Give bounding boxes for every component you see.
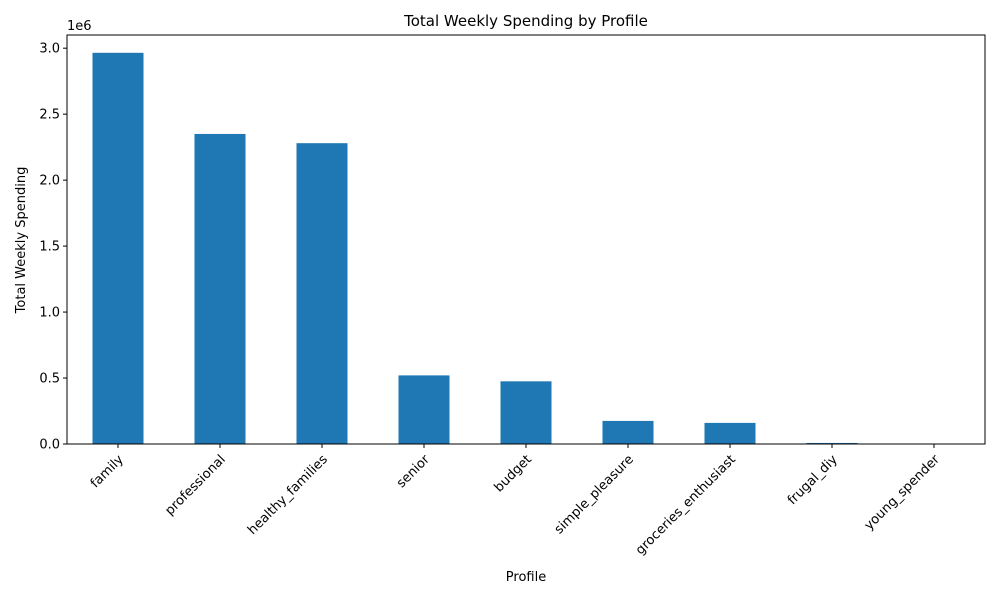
- x-tick-label: frugal_diy: [785, 452, 841, 508]
- x-tick-label: budget: [492, 452, 535, 495]
- y-tick-label: 1.5: [39, 240, 60, 255]
- x-tick-label: professional: [163, 452, 229, 518]
- y-axis-label: Total Weekly Spending: [14, 167, 29, 315]
- bars-group: [92, 52, 960, 445]
- y-tick-label: 2.0: [39, 174, 60, 189]
- bar-groceries-enthusiast: [704, 422, 756, 444]
- y-offset-text: 1e6: [67, 19, 92, 34]
- bar-professional: [194, 133, 246, 445]
- x-axis: family professional healthy_families senior…: [88, 444, 943, 558]
- plot-frame: [66, 34, 986, 445]
- x-tick-label: young_spender: [862, 452, 944, 534]
- bar-healthy-families: [296, 143, 348, 444]
- x-tick-label: family: [88, 452, 127, 491]
- y-axis: 0.0 0.5 1.0 1.5 2.0 2.5 3.0: [39, 42, 67, 453]
- y-tick-label: 0.5: [39, 372, 60, 387]
- x-tick-label: simple_pleasure: [552, 452, 637, 537]
- bar-family: [92, 52, 144, 445]
- bar-senior: [398, 375, 450, 444]
- y-tick-label: 0.0: [39, 438, 60, 453]
- bar-frugal-diy: [806, 442, 858, 444]
- x-tick-label: healthy_families: [245, 452, 331, 538]
- bar-simple-pleasure: [602, 420, 654, 444]
- x-tick-label: groceries_enthusiast: [633, 452, 739, 558]
- chart-title: Total Weekly Spending by Profile: [403, 12, 648, 30]
- x-tick-label: senior: [394, 452, 433, 491]
- y-tick-label: 3.0: [39, 42, 60, 57]
- y-tick-label: 1.0: [39, 306, 60, 321]
- y-tick-label: 2.5: [39, 108, 60, 123]
- bar-budget: [500, 381, 552, 444]
- x-axis-label: Profile: [506, 570, 546, 585]
